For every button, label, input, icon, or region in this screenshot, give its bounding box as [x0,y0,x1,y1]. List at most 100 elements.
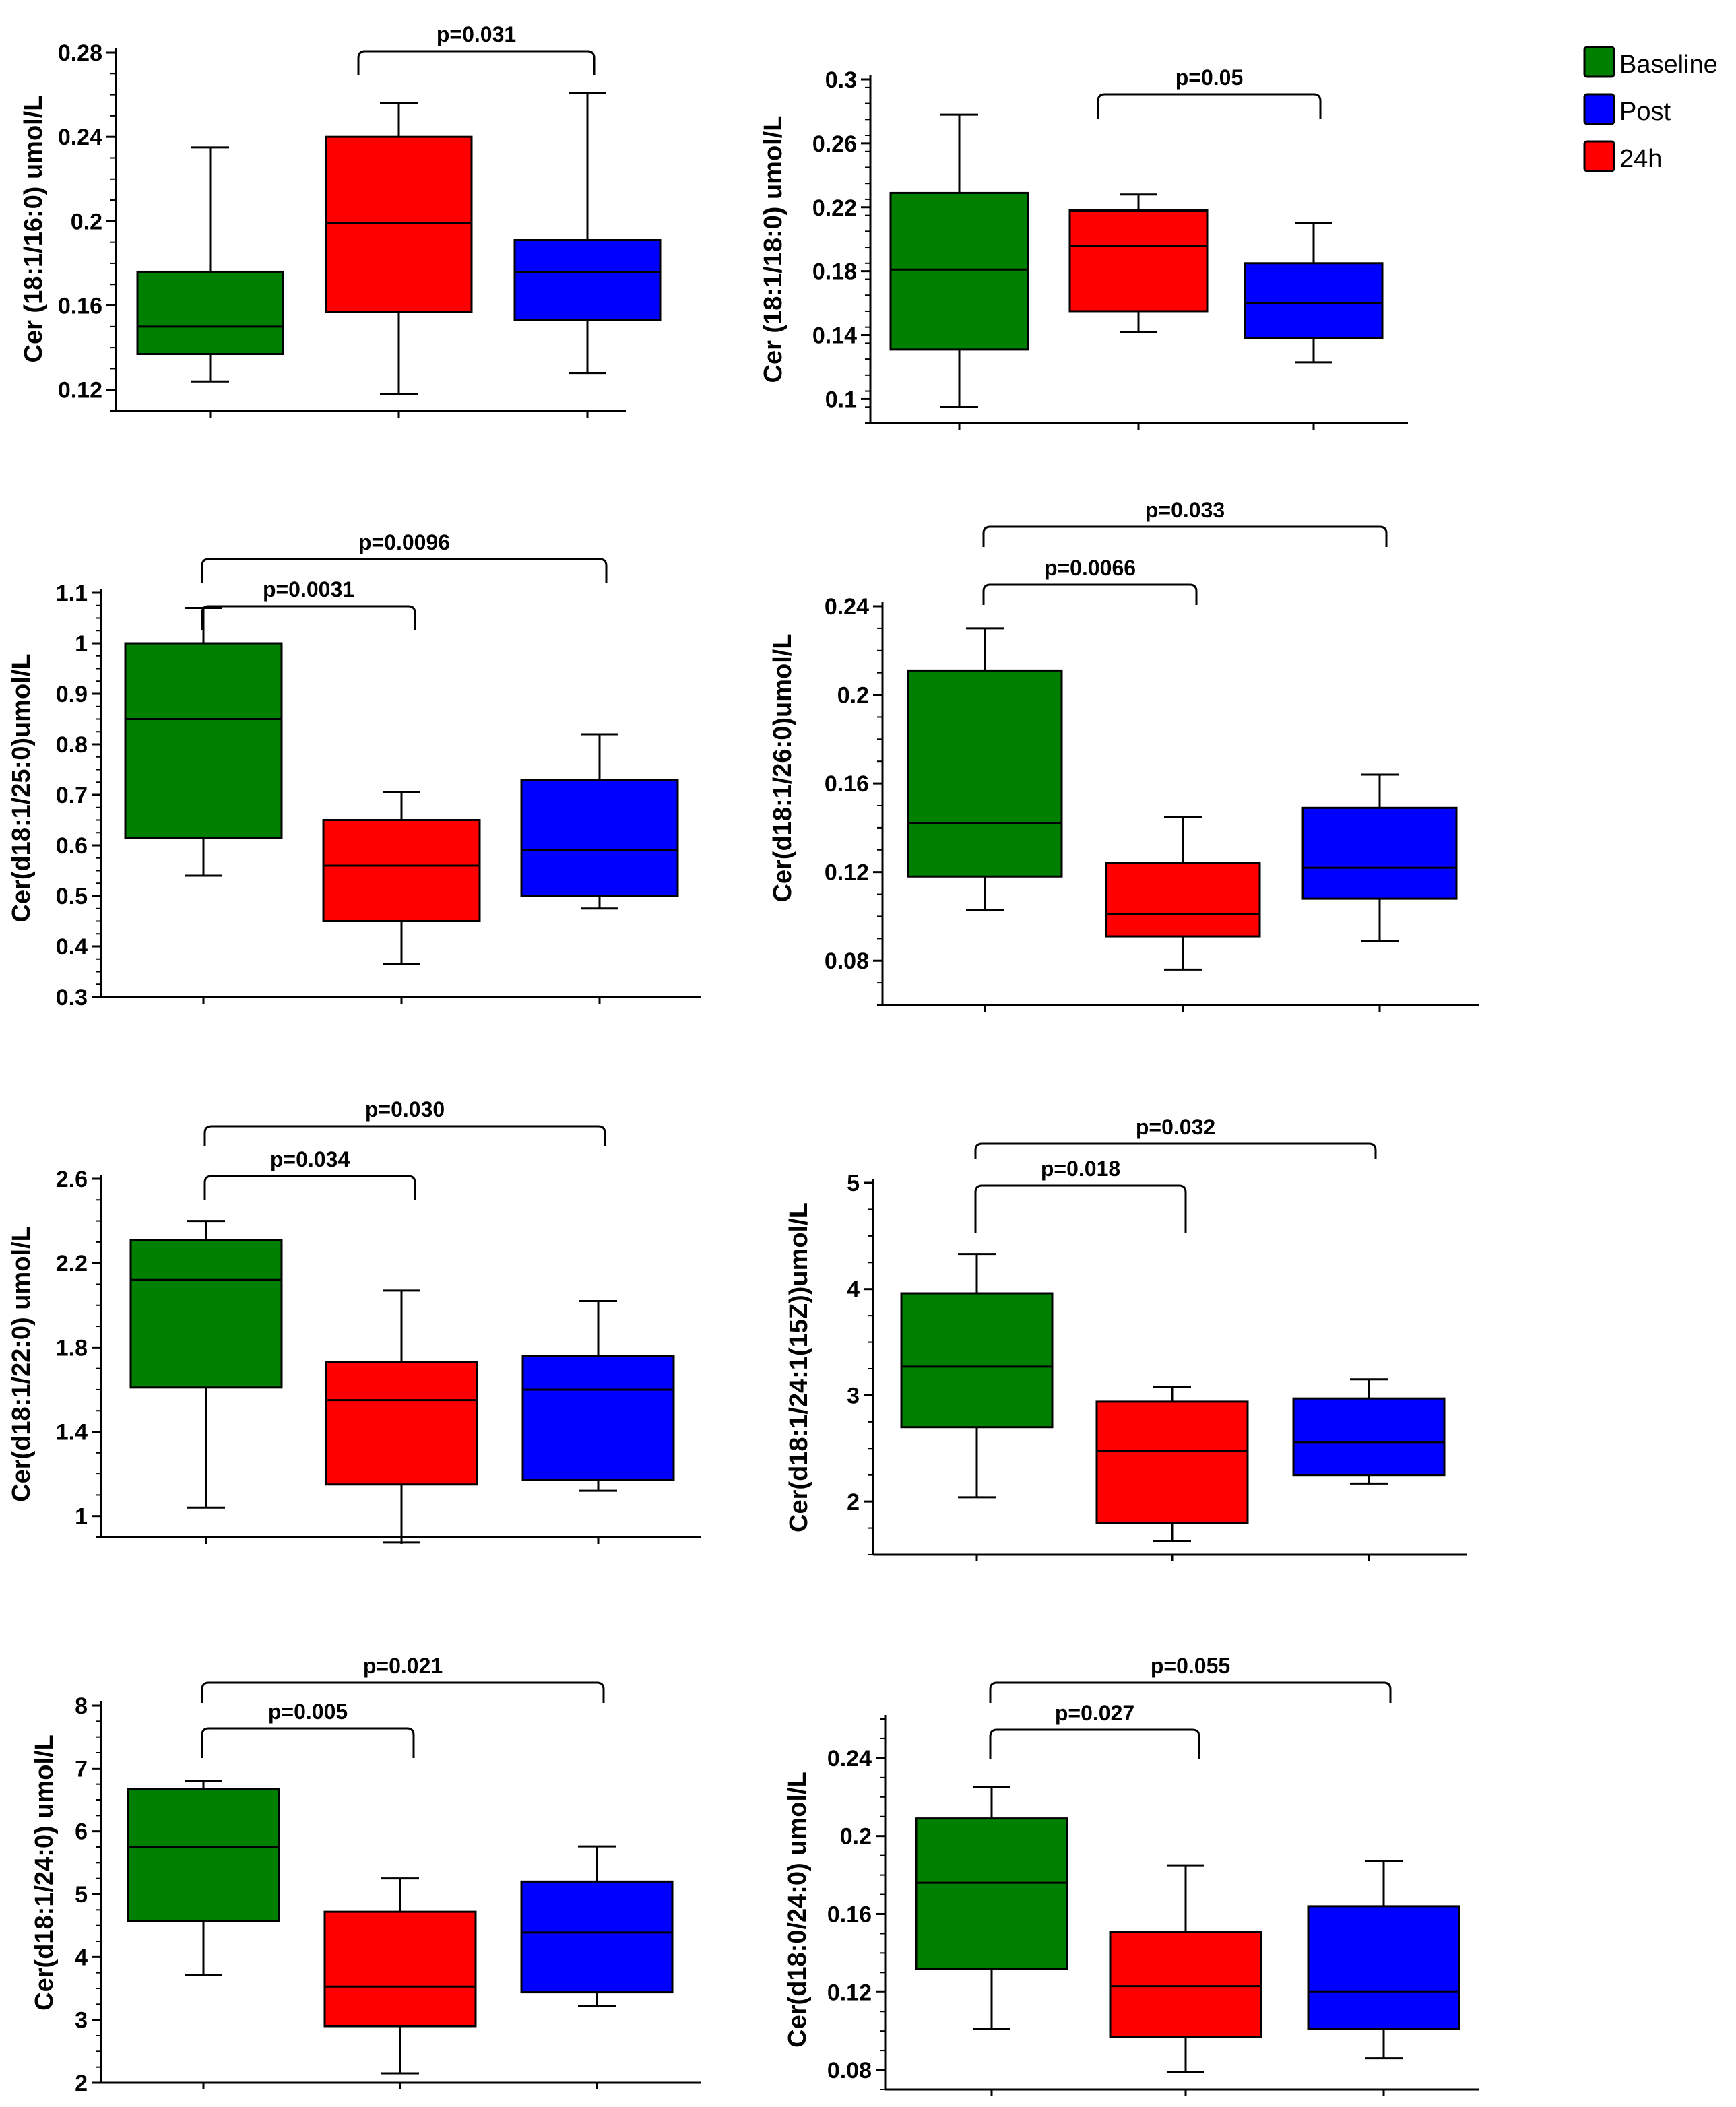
y-tick-label: 0.6 [56,833,88,859]
box-iqr [1301,806,1458,900]
legend-swatch-post [1583,93,1615,125]
box-group-3 [520,733,679,910]
box-group-3 [1301,773,1458,942]
box-iqr [129,1239,283,1389]
y-tick-label: 0.24 [827,1746,872,1772]
box-group-1 [124,607,283,877]
box-iqr [1109,1931,1262,2038]
box-iqr [323,1910,477,2028]
y-tick-label: 2 [75,2071,88,2096]
box-group-1 [129,1220,283,1509]
y-axis-label: Cer(d18:0/24:0) umol/L [783,1772,812,2048]
y-tick-label: 0.4 [56,934,88,960]
y-tick-label: 6 [75,1819,88,1845]
y-axis-label: Cer(d18:1/24:0) umol/L [30,1735,59,2011]
significance-bracket [974,1142,1377,1159]
box-group-3 [1292,1378,1446,1485]
y-tick-label: 0.9 [56,682,88,707]
panel-7: 2 3 4 5 6 7 8 Cer(d18:1/24:0) umol/L p=0.021 p=0.… [30,1654,701,2096]
box-group-2 [1105,815,1261,971]
significance-bracket [201,1727,415,1758]
significance-bracket [357,50,596,75]
significance-bracket [974,1184,1187,1233]
box-group-3 [520,1845,674,2007]
p-value-label: p=0.030 [365,1097,445,1122]
y-tick-label: 1.1 [56,581,88,606]
y-tick-label: 0.24 [825,594,869,620]
y-axis-label: Cer (18:1/18:0) umol/L [759,116,787,383]
y-tick-label: 0.22 [812,195,857,221]
y-tick-label: 1 [75,631,88,657]
y-axis-label: Cer(d18:1/26:0)umol/L [769,633,797,902]
box-iqr [520,779,679,897]
box-iqr [1292,1397,1446,1477]
p-value-label: p=0.05 [1176,65,1244,90]
box-group-1 [136,146,284,383]
p-value-label: p=0.034 [270,1147,350,1171]
box-iqr [1307,1905,1460,2030]
box-iqr [1068,209,1209,313]
y-tick-label: 0.2 [840,1824,872,1850]
y-axis-label: Cer (18:1/16:0) umol/L [20,96,48,363]
significance-bracket [1097,93,1322,119]
y-tick-label: 1.8 [56,1335,88,1361]
significance-bracket [201,558,608,583]
box-group-1 [907,627,1063,911]
y-tick-label: 2.6 [56,1167,88,1192]
significance-bracket [201,1681,605,1703]
box-group-1 [127,1780,280,1976]
p-value-label: p=0.031 [437,22,516,46]
box-iqr [915,1817,1068,1970]
box-group-3 [1244,222,1384,364]
y-tick-label: 5 [75,1882,88,1908]
box-iqr [124,642,283,839]
box-iqr [127,1788,280,1922]
box-iqr [1095,1400,1249,1524]
box-iqr [136,270,284,356]
p-value-label: p=0.018 [1041,1157,1120,1181]
box-iqr [907,669,1063,878]
box-group-2 [322,791,481,965]
p-value-label: p=0.005 [268,1699,348,1724]
y-tick-label: 0.28 [58,40,102,66]
p-value-label: p=0.0096 [358,530,450,554]
y-tick-label: 0.16 [58,294,102,319]
y-tick-label: 0.24 [58,125,102,150]
p-value-label: p=0.0031 [263,577,354,602]
significance-bracket [989,1681,1392,1703]
y-tick-label: 0.16 [827,1902,872,1927]
box-group-1 [889,113,1029,408]
y-tick-label: 0.12 [825,860,869,886]
box-iqr [521,1355,675,1482]
significance-bracket [982,525,1388,547]
box-group-3 [521,1300,675,1492]
legend-label-baseline: Baseline [1619,51,1718,79]
y-tick-label: 7 [75,1756,88,1782]
box-group-2 [325,102,473,395]
box-group-2 [1095,1386,1249,1542]
y-tick-label: 0.5 [56,884,88,909]
significance-bracket [201,605,416,630]
panel-1: 0.12 0.16 0.2 0.24 0.28 Cer (18:1/16:0) umol/… [20,22,662,418]
p-value-label: p=0.0066 [1044,556,1136,580]
box-group-1 [915,1786,1068,2030]
y-tick-label: 0.18 [812,259,857,285]
y-axis-label: Cer(d18:1/22:0) umol/L [7,1226,36,1502]
y-tick-label: 8 [75,1693,88,1719]
significance-bracket [203,1175,416,1200]
y-tick-label: 0.12 [58,378,102,403]
box-iqr [325,135,473,313]
y-tick-label: 0.2 [71,209,102,234]
box-iqr [1105,862,1261,938]
y-tick-label: 2 [847,1489,860,1515]
panel-5: 1 1.4 1.8 2.2 2.6 Cer(d18:1/22:0) umol/L p=0.0… [7,1097,701,1544]
y-tick-label: 0.1 [825,387,857,412]
box-iqr [325,1361,478,1486]
y-tick-label: 1 [75,1504,88,1530]
y-tick-label: 0.14 [812,323,857,349]
box-group-3 [513,91,662,375]
box-group-1 [900,1253,1054,1499]
p-value-label: p=0.033 [1145,498,1225,522]
